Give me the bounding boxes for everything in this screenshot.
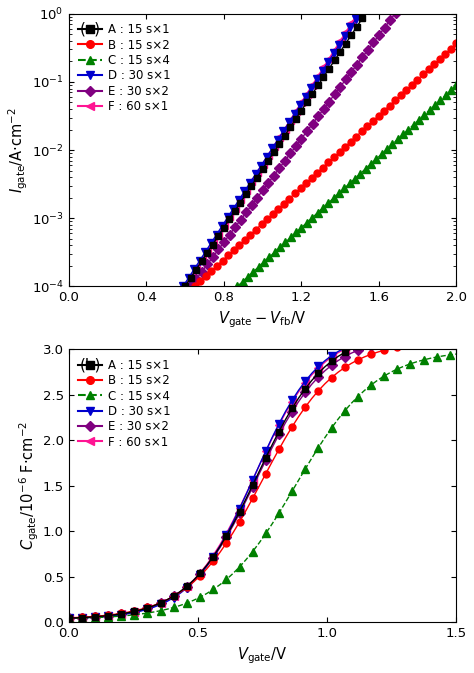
X-axis label: $V_{\rm gate}$/V: $V_{\rm gate}$/V [237,645,288,666]
Y-axis label: $I_{\rm gate}$/A·cm$^{-2}$: $I_{\rm gate}$/A·cm$^{-2}$ [7,107,30,193]
Y-axis label: $C_{\rm gate}$/10$^{-6}$ F·cm$^{-2}$: $C_{\rm gate}$/10$^{-6}$ F·cm$^{-2}$ [18,421,41,551]
Text: (b): (b) [80,357,102,373]
X-axis label: $V_{\rm gate}-V_{\rm fb}$/V: $V_{\rm gate}-V_{\rm fb}$/V [218,310,307,330]
Legend: A : 15 s×1, B : 15 s×2, C : 15 s×4, D : 30 s×1, E : 30 s×2, F : 60 s×1: A : 15 s×1, B : 15 s×2, C : 15 s×4, D : … [74,20,173,116]
Text: (a): (a) [80,22,101,37]
Legend: A : 15 s×1, B : 15 s×2, C : 15 s×4, D : 30 s×1, E : 30 s×2, F : 60 s×1: A : 15 s×1, B : 15 s×2, C : 15 s×4, D : … [74,355,173,452]
